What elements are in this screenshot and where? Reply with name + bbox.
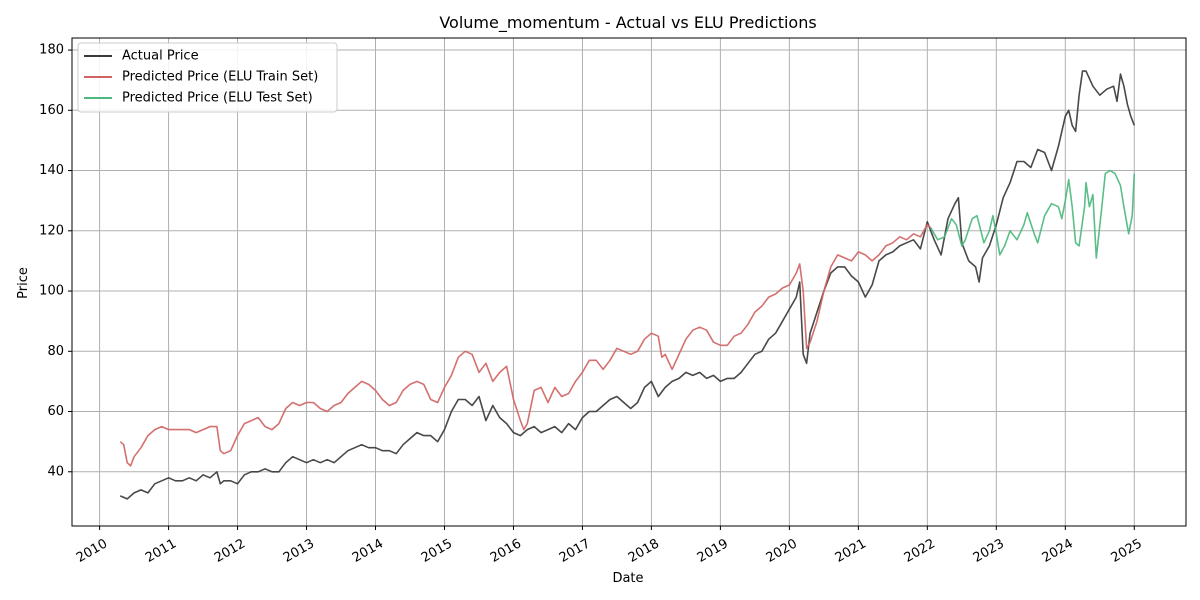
legend-label: Actual Price [122, 49, 199, 64]
x-axis-label: Date [612, 571, 643, 586]
y-tick-label: 100 [39, 284, 64, 299]
y-tick-label: 160 [39, 103, 64, 118]
legend: Actual Price Predicted Price (ELU Train S… [77, 42, 338, 113]
plot-frame [71, 37, 1187, 527]
legend-box [77, 42, 338, 113]
y-tick-label: 60 [47, 404, 64, 419]
y-tick-label: 40 [47, 464, 64, 479]
legend-entry-elu-test: Predicted Price (ELU Test Set) [84, 91, 313, 106]
y-tick-label: 180 [39, 43, 64, 58]
legend-label: Predicted Price (ELU Test Set) [122, 91, 313, 106]
chart-title: Volume_momentum - Actual vs ELU Predicti… [439, 13, 816, 33]
series-actual-price-line [119, 70, 1136, 500]
legend-label: Predicted Price (ELU Train Set) [122, 70, 318, 85]
y-tick-label: 80 [47, 344, 64, 359]
series-elu-test-line [930, 169, 1136, 259]
series-elu-train-line [119, 224, 932, 467]
legend-entry-elu-train: Predicted Price (ELU Train Set) [84, 70, 318, 85]
y-axis-label: Price [16, 267, 31, 299]
y-tick-label: 120 [39, 223, 64, 238]
y-tick-label: 140 [39, 163, 64, 178]
legend-entry-actual-price: Actual Price [84, 49, 199, 64]
series-group [119, 70, 1136, 500]
y-axis: 40 60 80 100 120 140 160 180 [39, 43, 72, 479]
